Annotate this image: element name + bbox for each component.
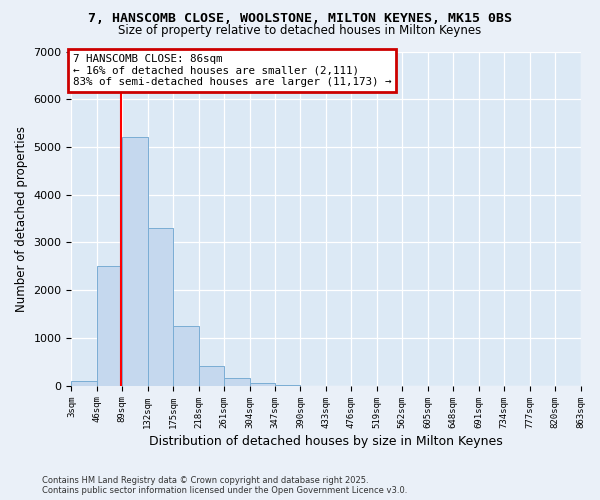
- Bar: [224, 378, 250, 386]
- Text: 7, HANSCOMB CLOSE, WOOLSTONE, MILTON KEYNES, MK15 0BS: 7, HANSCOMB CLOSE, WOOLSTONE, MILTON KEY…: [88, 12, 512, 26]
- Bar: [71, 381, 97, 386]
- X-axis label: Distribution of detached houses by size in Milton Keynes: Distribution of detached houses by size …: [149, 434, 503, 448]
- Text: Contains HM Land Registry data © Crown copyright and database right 2025.
Contai: Contains HM Land Registry data © Crown c…: [42, 476, 407, 495]
- Bar: [173, 326, 199, 386]
- Text: 7 HANSCOMB CLOSE: 86sqm
← 16% of detached houses are smaller (2,111)
83% of semi: 7 HANSCOMB CLOSE: 86sqm ← 16% of detache…: [73, 54, 391, 87]
- Bar: [199, 366, 224, 386]
- Text: Size of property relative to detached houses in Milton Keynes: Size of property relative to detached ho…: [118, 24, 482, 37]
- Bar: [148, 228, 173, 386]
- Bar: [250, 383, 275, 386]
- Bar: [122, 138, 148, 386]
- Bar: [97, 266, 122, 386]
- Y-axis label: Number of detached properties: Number of detached properties: [15, 126, 28, 312]
